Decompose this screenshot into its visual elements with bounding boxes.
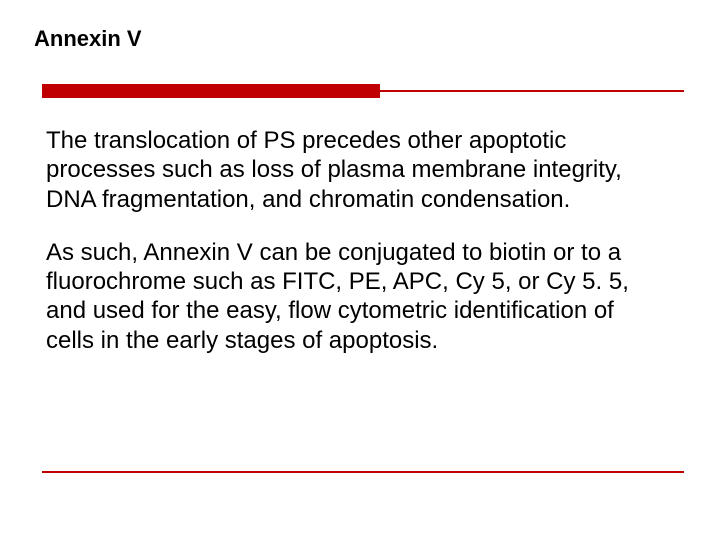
body-content: The translocation of PS precedes other a…	[46, 126, 668, 355]
slide-container: Annexin V The translocation of PS preced…	[0, 0, 720, 540]
paragraph-2: As such, Annexin V can be conjugated to …	[46, 238, 668, 355]
title-divider	[42, 84, 684, 98]
divider-thick-bar	[42, 84, 380, 98]
bottom-divider	[42, 471, 684, 473]
slide-title: Annexin V	[34, 26, 680, 52]
paragraph-1: The translocation of PS precedes other a…	[46, 126, 668, 214]
